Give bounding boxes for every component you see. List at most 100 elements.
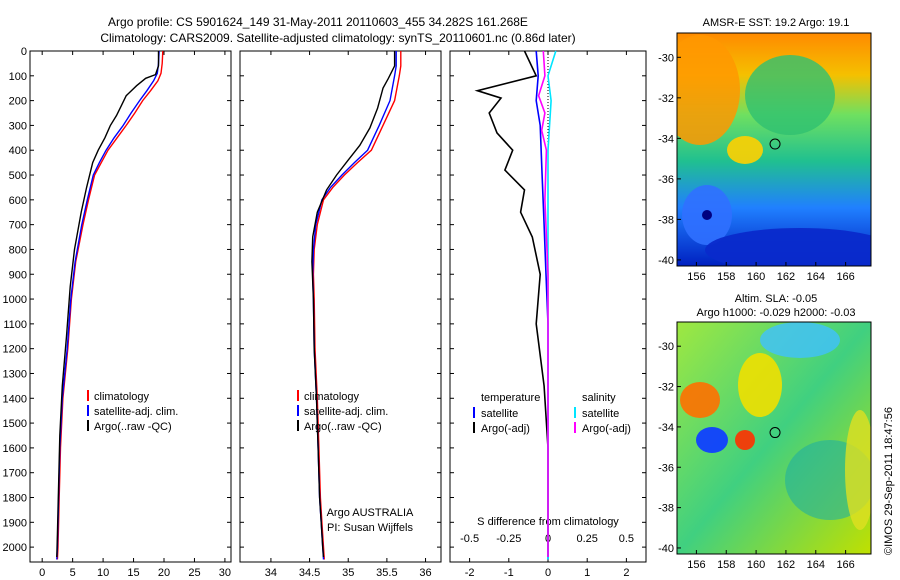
map-x-tick-label: 158: [717, 559, 735, 571]
legend-label: Argo(-adj): [481, 423, 530, 435]
y-tick-label: 1800: [3, 493, 27, 505]
sla-map-title: Altim. SLA: -0.05: [735, 293, 818, 305]
x-tick-label: 20: [158, 567, 170, 579]
legend-label: Argo(-adj): [582, 423, 631, 435]
x-tick-label: 35.5: [376, 567, 397, 579]
x-tick-label: 35: [342, 567, 354, 579]
pi-label: PI: Susan Wijffels: [327, 522, 413, 534]
y-tick-label: 1100: [3, 319, 27, 331]
sla-high-patch: [845, 410, 871, 530]
map-y-tick-label: -30: [658, 341, 674, 353]
legend-label: Argo(..raw -QC): [94, 421, 172, 433]
header-line2: Climatology: CARS2009. Satellite-adjuste…: [100, 31, 575, 45]
y-tick-label: 1600: [3, 443, 27, 455]
x-tick-label: 34.5: [299, 567, 320, 579]
y-tick-label: 100: [9, 71, 27, 83]
map-y-tick-label: -38: [658, 214, 674, 226]
y-tick-label: 500: [9, 170, 27, 182]
map-x-tick-label: 164: [807, 559, 825, 571]
map-y-tick-label: -36: [658, 174, 674, 186]
temperature-panel: 051015202530temperature (deg C)010020030…: [3, 46, 232, 579]
sla-low-patch: [696, 427, 728, 453]
sst-map: AMSR-E SST: 19.2 Argo: 19.1 156 158 160 162…: [658, 17, 872, 283]
x-tick-label: -2: [465, 567, 475, 579]
legend-title: salinity: [582, 392, 616, 404]
y-tick-label: 400: [9, 145, 27, 157]
y-tick-label: 700: [9, 220, 27, 232]
sla-high-patch: [735, 430, 755, 450]
sla-low-patch: [760, 322, 840, 358]
map-y-tick-label: -32: [658, 93, 674, 105]
legend-label: satellite-adj. clim.: [94, 406, 178, 418]
sst-map-frame: [676, 32, 872, 267]
sla-map-frame: [676, 321, 872, 555]
map-y-tick-label: -36: [658, 462, 674, 474]
argo-location-marker: [769, 138, 781, 150]
x-tick-label: 36: [419, 567, 431, 579]
x2-tick-label: -0.25: [496, 533, 521, 545]
x-tick-label: 0: [39, 567, 45, 579]
x-tick-label: 5: [70, 567, 76, 579]
difference-panel: -2-1012T difference from climatology-0.5…: [449, 50, 647, 579]
x-tick-label: 2: [623, 567, 629, 579]
legend-label: satellite-adj. clim.: [304, 406, 388, 418]
map-y-tick-label: -30: [658, 52, 674, 64]
y-tick-label: 200: [9, 96, 27, 108]
y-tick-label: 800: [9, 244, 27, 256]
map-y-tick-label: -40: [658, 543, 674, 555]
x-tick-label: -1: [504, 567, 514, 579]
x2-tick-label: 0.25: [576, 533, 597, 545]
y-tick-label: 600: [9, 195, 27, 207]
sst-map-title: AMSR-E SST: 19.2 Argo: 19.1: [703, 17, 850, 29]
map-x-tick-label: 156: [687, 271, 705, 283]
sst-cool-patch: [745, 55, 835, 135]
y-tick-label: 0: [21, 46, 27, 58]
sst-cool-patch: [705, 228, 871, 266]
sla-map-subtitle: Argo h1000: -0.029 h2000: -0.03: [696, 307, 855, 319]
y-tick-label: 1000: [3, 294, 27, 306]
y-tick-label: 300: [9, 120, 27, 132]
map-x-tick-label: 156: [687, 559, 705, 571]
map-y-tick-label: -34: [658, 422, 674, 434]
map-x-tick-label: 160: [747, 559, 765, 571]
y-tick-label: 1200: [3, 344, 27, 356]
map-x-tick-label: 160: [747, 271, 765, 283]
sla-map: Altim. SLA: -0.05 Argo h1000: -0.029 h20…: [658, 293, 872, 571]
series-line: [474, 50, 549, 557]
x-tick-label: 0: [545, 567, 551, 579]
map-y-tick-label: -40: [658, 255, 674, 267]
y-tick-label: 2000: [3, 542, 27, 554]
x-tick-label: 1: [584, 567, 590, 579]
x-tick-label: 10: [97, 567, 109, 579]
legend-title: temperature: [481, 392, 540, 404]
sst-cool-patch: [702, 210, 712, 220]
series-line: [537, 50, 549, 557]
map-x-tick-label: 164: [807, 271, 825, 283]
argo-org-label: Argo AUSTRALIA: [327, 507, 414, 519]
map-x-tick-label: 162: [777, 271, 795, 283]
sst-warm-patch: [677, 35, 740, 145]
map-y-tick-label: -34: [658, 133, 674, 145]
plot-frame: [29, 50, 232, 563]
sla-high-patch: [738, 353, 782, 417]
legend-label: satellite: [582, 408, 619, 420]
y-tick-label: 900: [9, 269, 27, 281]
legend-label: satellite: [481, 408, 518, 420]
x2-tick-label: 0.5: [619, 533, 634, 545]
y-tick-label: 1700: [3, 468, 27, 480]
sla-high-patch: [680, 382, 720, 418]
map-y-tick-label: -32: [658, 382, 674, 394]
series-line: [312, 51, 402, 560]
legend-label: climatology: [94, 391, 150, 403]
series-line: [56, 51, 160, 558]
y-tick-label: 1300: [3, 368, 27, 380]
sst-warm-patch: [727, 136, 763, 164]
salinity-panel: 3434.53535.536salinityclimatologysatelli…: [239, 50, 442, 579]
map-y-tick-label: -38: [658, 503, 674, 515]
y-tick-label: 1500: [3, 418, 27, 430]
series-line: [311, 51, 396, 558]
legend-label: Argo(..raw -QC): [304, 421, 382, 433]
x-tick-label: 15: [127, 567, 139, 579]
x-tick-label: 30: [219, 567, 231, 579]
